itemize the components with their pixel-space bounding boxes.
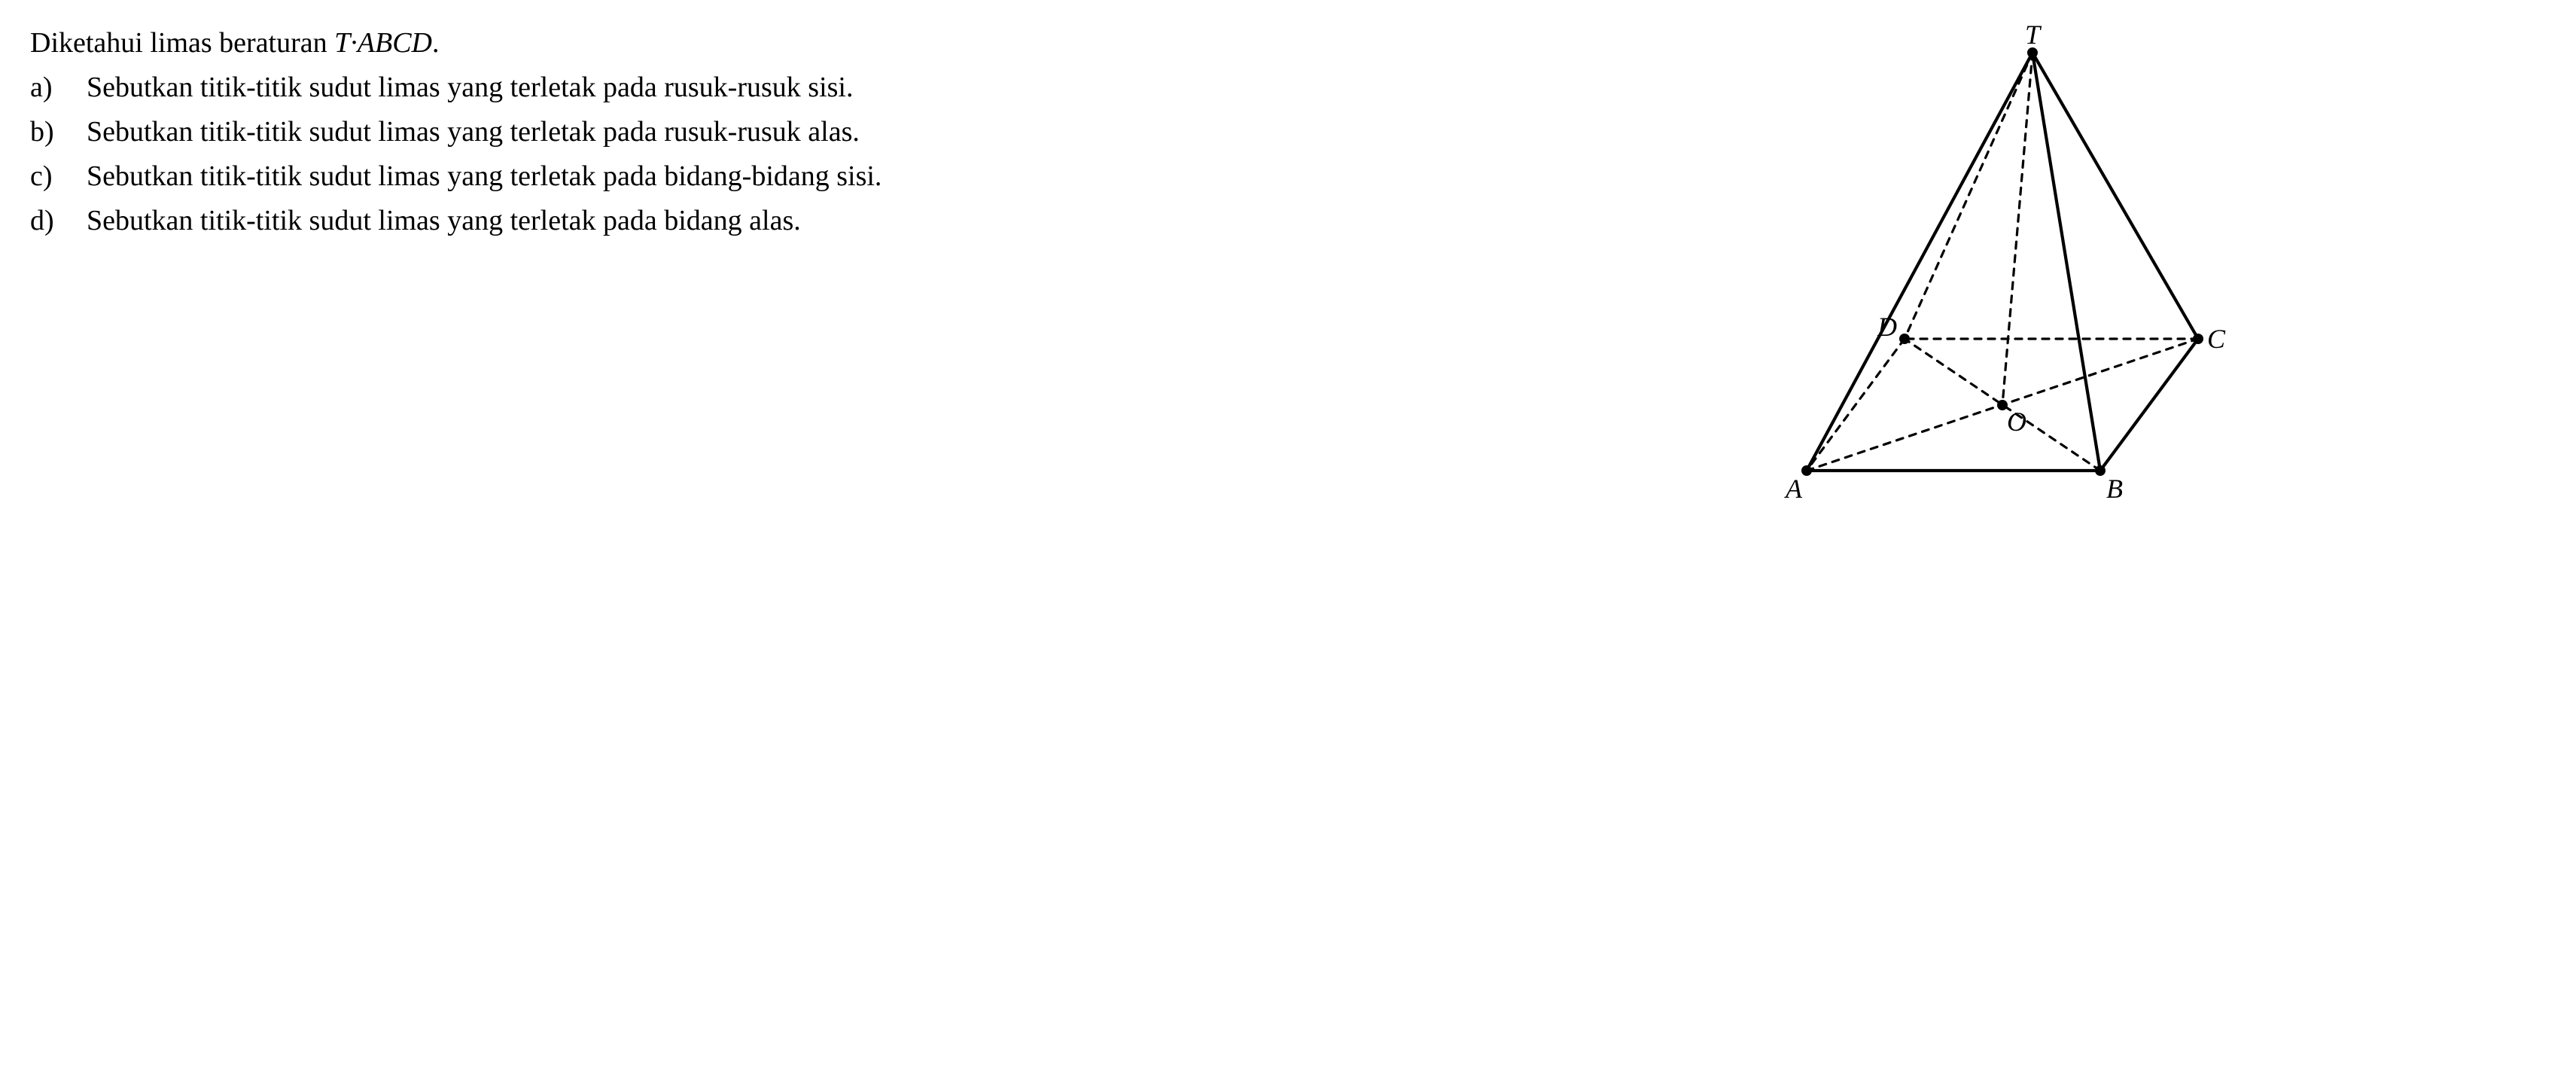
pyramid-figure: T A B C D O: [1444, 23, 2546, 504]
intro-suffix: .: [432, 27, 440, 59]
vertex-O: [1997, 400, 2008, 410]
edge-BC: [2100, 339, 2198, 471]
label-D: D: [1877, 312, 1897, 342]
label-C: C: [2207, 324, 2226, 354]
edge-DA: [1807, 339, 1905, 471]
label-B: B: [2106, 474, 2123, 504]
item-label-c: c): [30, 156, 87, 197]
list-item: a) Sebutkan titik-titik sudut limas yang…: [30, 67, 1414, 108]
label-T: T: [2025, 23, 2042, 50]
edge-TO: [2002, 53, 2032, 405]
vertex-A: [1801, 465, 1812, 476]
vertex-B: [2095, 465, 2106, 476]
label-O: O: [2007, 407, 2026, 437]
list-item: b) Sebutkan titik-titik sudut limas yang…: [30, 111, 1414, 153]
edge-TB: [2032, 53, 2100, 471]
question-text: Diketahui limas beraturan T·ABCD. a) Seb…: [30, 23, 1414, 504]
item-label-a: a): [30, 67, 87, 108]
vertex-C: [2193, 334, 2203, 344]
intro-symbol: T·ABCD: [334, 27, 432, 59]
question-list: a) Sebutkan titik-titik sudut limas yang…: [30, 67, 1414, 242]
edge-TD: [1905, 53, 2032, 339]
item-text-b: Sebutkan titik-titik sudut limas yang te…: [87, 111, 1414, 153]
list-item: d) Sebutkan titik-titik sudut limas yang…: [30, 200, 1414, 242]
item-text-a: Sebutkan titik-titik sudut limas yang te…: [87, 67, 1414, 108]
edge-TC: [2032, 53, 2198, 339]
intro-line: Diketahui limas beraturan T·ABCD.: [30, 23, 1414, 64]
intro-prefix: Diketahui limas beraturan: [30, 27, 334, 59]
label-A: A: [1784, 474, 1803, 504]
item-label-d: d): [30, 200, 87, 242]
item-label-b: b): [30, 111, 87, 153]
item-text-c: Sebutkan titik-titik sudut limas yang te…: [87, 156, 1414, 197]
vertex-D: [1899, 334, 1910, 344]
list-item: c) Sebutkan titik-titik sudut limas yang…: [30, 156, 1414, 197]
pyramid-svg: T A B C D O: [1761, 23, 2228, 504]
item-text-d: Sebutkan titik-titik sudut limas yang te…: [87, 200, 1414, 242]
